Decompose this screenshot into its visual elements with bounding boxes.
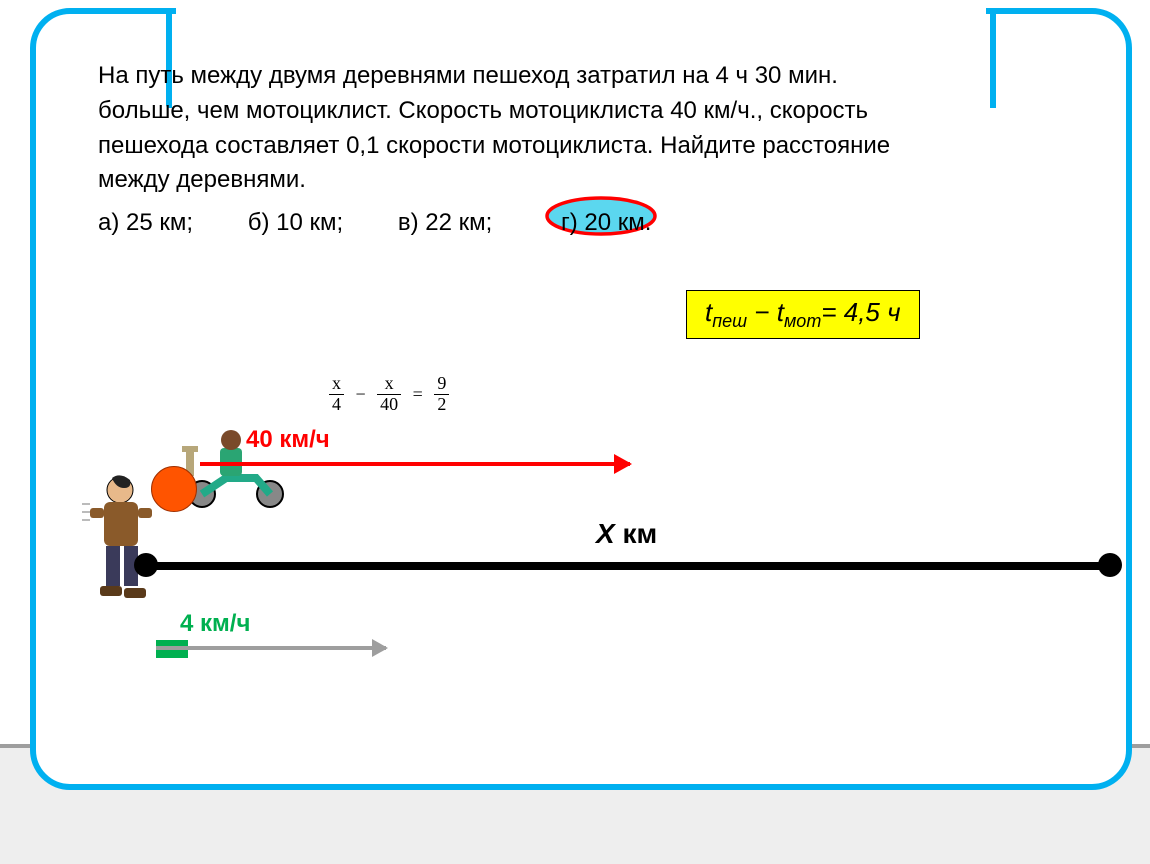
sub-pesh: пеш (712, 311, 747, 331)
problem-line: между деревнями. (98, 163, 1088, 198)
x-unit: км (615, 518, 658, 549)
sub-mot: мот (784, 311, 821, 331)
frac-bot: 4 (329, 395, 344, 415)
answer-b: б) 10 км; (248, 206, 343, 241)
op-eq: = (409, 384, 427, 405)
endpoint-right-icon (1098, 553, 1122, 577)
diagram: 40 км/ч X км 4 км/ч (76, 414, 1096, 714)
frac-top: x (329, 374, 344, 395)
distance-label: X км (596, 518, 657, 550)
problem-line: На путь между двумя деревнями пешеход за… (98, 59, 1088, 94)
problem-text: На путь между двумя деревнями пешеход за… (98, 59, 1088, 243)
time-formula: tпеш − tмот= 4,5 ч (686, 290, 920, 339)
fraction-1: x 4 (329, 374, 344, 415)
problem-line: пешехода составляет 0,1 скорости мотоцик… (98, 129, 1088, 164)
formula-rhs: = 4,5 ч (821, 297, 900, 327)
answer-options: а) 25 км; б) 10 км; в) 22 км; г) 20 км. (98, 204, 1088, 243)
slide-frame: На путь между двумя деревнями пешеход за… (30, 8, 1132, 790)
equation-fractions: x 4 − x 40 = 9 2 (326, 374, 452, 415)
answer-d-highlight: г) 20 км. (547, 204, 713, 243)
minus: − (747, 297, 777, 327)
var-t2: t (777, 297, 784, 327)
fraction-3: 9 2 (434, 374, 449, 415)
frac-top: x (377, 374, 401, 395)
problem-line: больше, чем мотоциклист. Скорость мотоци… (98, 94, 1088, 129)
fraction-2: x 40 (377, 374, 401, 415)
frac-bot: 40 (377, 395, 401, 415)
moto-arrow-icon (200, 462, 630, 466)
pedestrian-icon (80, 474, 166, 604)
distance-line (138, 562, 1118, 570)
moto-speed-label: 40 км/ч (246, 426, 330, 454)
frac-top: 9 (434, 374, 449, 395)
frac-bot: 2 (434, 395, 449, 415)
ped-arrow-icon (156, 646, 386, 650)
x-var: X (596, 518, 615, 549)
op-minus: − (352, 384, 370, 405)
answer-d: г) 20 км. (561, 206, 651, 241)
answer-c: в) 22 км; (398, 206, 492, 241)
frame-notch (176, 4, 986, 22)
answer-a: а) 25 км; (98, 206, 193, 241)
ped-speed-label: 4 км/ч (180, 610, 250, 638)
endpoint-left-icon (134, 553, 158, 577)
